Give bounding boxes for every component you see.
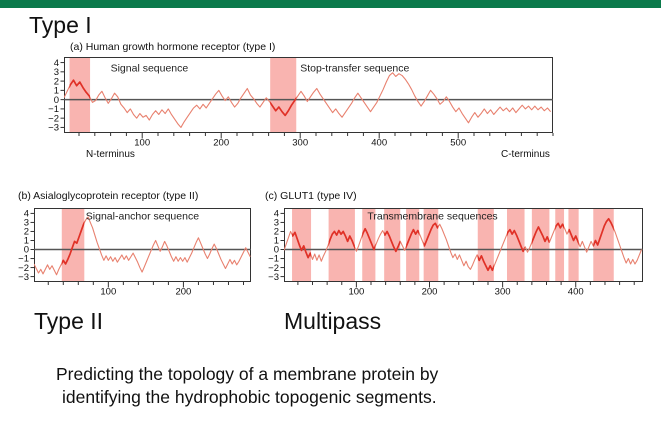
y-tick-label: −1 xyxy=(268,254,279,265)
hydrophobic-band xyxy=(69,57,91,133)
x-tick-label: 200 xyxy=(175,287,191,296)
hydrophobic-band xyxy=(477,208,494,282)
y-tick-label: −1 xyxy=(18,254,29,265)
y-tick-label: 0 xyxy=(274,245,279,256)
hydrophobic-band xyxy=(362,208,376,282)
panel-c-caption: (c) GLUT1 (type IV) xyxy=(265,190,357,202)
multipass-label: Multipass xyxy=(284,308,382,334)
y-tick-label: 1 xyxy=(274,236,279,247)
plot-frame xyxy=(64,57,553,133)
caption-line-2: identifying the hydrophobic topogenic se… xyxy=(62,387,437,408)
y-tick-label: 3 xyxy=(24,218,29,229)
x-tick-label: 500 xyxy=(450,138,466,147)
y-tick-label: 3 xyxy=(274,218,279,229)
y-tick-label: 3 xyxy=(54,67,59,78)
y-tick-label: −2 xyxy=(18,263,29,274)
hydrophobic-band xyxy=(406,208,420,282)
x-tick-label: 100 xyxy=(134,138,150,147)
y-tick-label: −3 xyxy=(18,272,29,283)
x-tick-label: 400 xyxy=(568,287,584,296)
plot-frame xyxy=(284,208,643,282)
hydrophobic-band xyxy=(292,208,312,282)
hydrophobic-band xyxy=(531,208,550,282)
x-tick-label: 300 xyxy=(495,287,511,296)
y-tick-label: 4 xyxy=(24,209,29,220)
y-tick-label: 4 xyxy=(274,209,279,220)
slide-caption: Predicting the topology of a membrane pr… xyxy=(56,363,616,409)
accent-top-bar xyxy=(0,0,661,8)
plot-frame xyxy=(34,208,251,282)
y-tick-label: 0 xyxy=(24,245,29,256)
hydrophobic-band xyxy=(507,208,525,282)
x-tick-label: 200 xyxy=(213,138,229,147)
y-tick-label: −3 xyxy=(268,272,279,283)
y-tick-label: 1 xyxy=(54,86,59,97)
plot-annotation: Signal sequence xyxy=(111,62,189,74)
caption-line-1: Predicting the topology of a membrane pr… xyxy=(56,364,439,384)
hydropathy-trace-highlight xyxy=(61,220,85,266)
hydrophobic-band xyxy=(593,208,614,282)
hydrophobic-band xyxy=(568,208,579,282)
panel-b-caption: (b) Asialoglycoprotein receptor (type II… xyxy=(18,190,199,202)
hydrophobic-band xyxy=(270,57,297,133)
x-tick-label: 200 xyxy=(422,287,438,296)
y-tick-label: 2 xyxy=(54,76,59,87)
plot-annotation: Signal-anchor sequence xyxy=(86,211,199,223)
x-tick-label: 400 xyxy=(371,138,387,147)
x-tick-label: 300 xyxy=(292,138,308,147)
y-tick-label: 2 xyxy=(24,227,29,238)
hydrophobic-band xyxy=(328,208,355,282)
y-tick-label: −2 xyxy=(48,113,59,124)
panel-a-caption: (a) Human growth hormone receptor (type … xyxy=(70,41,276,53)
hydropathy-trace-highlight xyxy=(328,229,355,250)
hydropathy-plot-panel-a: 4 3 2 1 0 −1 −2 −3 100 200 300 400 500 Signal sequenc… xyxy=(44,55,555,146)
y-tick-label: −1 xyxy=(48,104,59,115)
hydropathy-plot-panel-c: 4 3 2 1 0 −1 −2 −3 100 200 300 400 Transmembrane seq… xyxy=(264,206,645,295)
type-i-label: Type I xyxy=(29,12,92,38)
y-tick-label: 2 xyxy=(274,227,279,238)
c-terminus-label: C-terminus xyxy=(501,149,550,160)
x-tick-label: 100 xyxy=(348,287,364,296)
y-tick-label: −3 xyxy=(48,123,59,134)
x-tick-label: 100 xyxy=(100,287,116,296)
hydropathy-trace xyxy=(64,72,552,128)
hydrophobic-band xyxy=(555,208,565,282)
hydropathy-plot-panel-b: 4 3 2 1 0 −1 −2 −3 100 200 Signal-anchor sequence xyxy=(14,206,253,295)
plot-annotation: Transmembrane sequences xyxy=(367,211,497,223)
y-tick-label: 0 xyxy=(54,95,59,106)
y-tick-label: 1 xyxy=(24,236,29,247)
plot-annotation: Stop-transfer sequence xyxy=(300,62,409,74)
hydrophobic-band xyxy=(423,208,439,282)
type-ii-label: Type II xyxy=(34,308,104,334)
y-tick-label: 4 xyxy=(54,58,59,69)
n-terminus-label: N-terminus xyxy=(86,149,135,160)
y-tick-label: −2 xyxy=(268,263,279,274)
